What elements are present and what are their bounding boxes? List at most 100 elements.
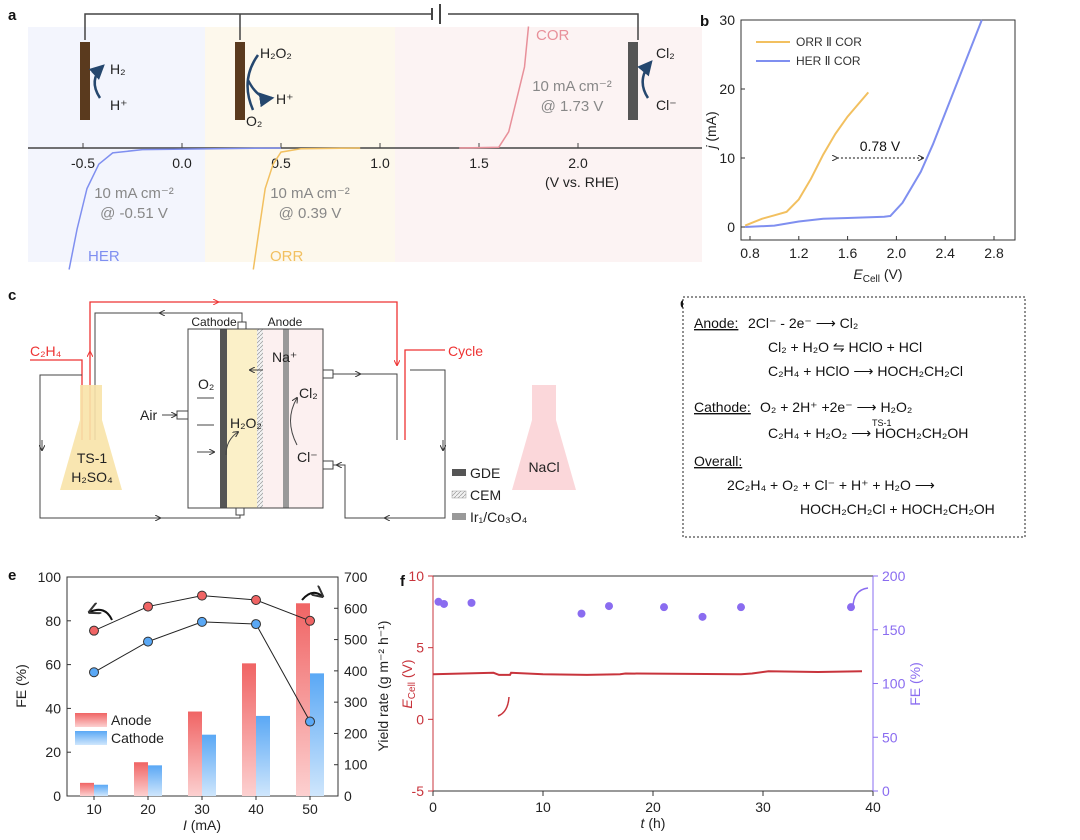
cathode-eq-1: O₂ + 2H⁺ +2e⁻ ⟶ H₂O₂ xyxy=(760,399,912,415)
gde-layer xyxy=(220,329,227,508)
y2-tick-label: 600 xyxy=(344,600,368,616)
y-tick-label: 60 xyxy=(45,657,61,673)
flask-left-electrolyte: H₂SO₄ xyxy=(71,469,113,485)
legend-swatch-cem xyxy=(451,490,467,499)
panel-a-polarization-chart: H₂ H⁺ H₂O₂ H⁺ O₂ Cl₂ Cl⁻ -0.5 0.0 0.5 1.0 1.… xyxy=(28,4,702,270)
fe-point-cathode xyxy=(143,636,153,647)
x-tick-label: 10 xyxy=(535,799,551,815)
y2-tick-label: 200 xyxy=(344,725,368,741)
flask-left-catalyst: TS-1 xyxy=(77,450,108,466)
x-tick-label: 2.0 xyxy=(568,155,588,171)
anode-label: Anode xyxy=(268,315,303,329)
y2-tick-label: 500 xyxy=(344,632,368,648)
y-axis-label: ECell (V) xyxy=(399,659,418,708)
anode-eq-1: 2Cl⁻ - 2e⁻ ⟶ Cl₂ xyxy=(748,315,858,331)
x-axis-label: (V vs. RHE) xyxy=(545,174,619,190)
y2-tick-label: 0 xyxy=(882,783,890,799)
her-electrode xyxy=(80,42,90,120)
y-tick-label: 40 xyxy=(45,700,61,716)
bar-anode xyxy=(296,603,310,796)
orr-proton: H⁺ xyxy=(276,91,294,107)
panel-label-f: f xyxy=(400,573,406,590)
fe-point xyxy=(737,603,745,612)
y-tick-label: 80 xyxy=(45,613,61,629)
y-tick-label: 10 xyxy=(408,568,424,584)
catalyst-label: TS-1 xyxy=(872,418,892,428)
fe-point-anode xyxy=(197,590,207,601)
x-tick-label: 2.0 xyxy=(887,245,907,261)
x-tick-label: -0.5 xyxy=(71,155,95,171)
legend-swatch-anode xyxy=(75,713,107,727)
fe-point-cathode xyxy=(251,619,261,630)
cem-layer xyxy=(257,329,263,508)
orr-reactant: O₂ xyxy=(246,113,262,129)
orr-reaction-arrow xyxy=(246,54,272,110)
orr-annotation-line2: @ 0.39 V xyxy=(279,205,342,222)
air-label: Air xyxy=(140,407,157,423)
x-tick-label: 1.5 xyxy=(469,155,489,171)
cycle-label: Cycle xyxy=(448,343,483,359)
na-label: Na⁺ xyxy=(272,349,297,365)
her-region xyxy=(28,27,205,262)
flask-right-electrolyte: NaCl xyxy=(528,459,559,475)
x-tick-label: 10 xyxy=(86,801,102,817)
anolyte-out-line xyxy=(330,373,398,440)
fe-point xyxy=(605,602,613,611)
y-tick-label: 0 xyxy=(727,219,735,235)
legend-orr-cor: ORR Ⅱ COR xyxy=(796,35,862,49)
cycle-line xyxy=(404,349,445,440)
x-tick-label: 0.8 xyxy=(740,245,760,261)
fe-line-cathode xyxy=(93,621,311,722)
legend-cem: CEM xyxy=(470,487,501,503)
anolyte-in-line xyxy=(330,369,446,519)
panel-e-fe-yield-chart: 10 20 30 40 50020406080100010020030040050060… xyxy=(13,569,391,833)
left-axis-arrow xyxy=(497,696,510,717)
cl-label: Cl⁻ xyxy=(297,449,318,465)
right-axis-arrow xyxy=(301,593,322,601)
curve-cor xyxy=(459,26,530,149)
port xyxy=(322,460,334,470)
fe-point-cathode xyxy=(89,667,99,678)
x-tick-label: 20 xyxy=(645,799,661,815)
y2-tick-label: 100 xyxy=(882,676,906,692)
fe-point-anode xyxy=(305,615,315,626)
x-tick-label: 40 xyxy=(248,801,264,817)
bar-anode xyxy=(80,782,94,796)
equations-box xyxy=(682,296,1026,538)
cor-label: COR xyxy=(536,27,570,44)
panel-c-reactor-schematic: TS-1 H₂SO₄ NaCl Cathode Anode C₂H₄ Cycle… xyxy=(30,302,576,525)
panel-b-cell-voltage-chart: 0.8 1.2 1.6 2.0 2.4 2.8 0 10 20 30 ORR Ⅱ COR HER … xyxy=(703,12,1016,285)
catholyte-chamber xyxy=(227,329,257,508)
x-tick-label: 1.0 xyxy=(370,155,390,171)
bar-anode xyxy=(188,711,202,796)
o2-flow-arrows xyxy=(197,397,214,452)
cor-annotation-line1: 10 mA cm⁻² xyxy=(532,78,612,95)
x-axis-label: ECell (V) xyxy=(853,266,902,285)
fe-point-anode xyxy=(143,601,153,612)
x-tick-label: 30 xyxy=(755,799,771,815)
her-annotation-line1: 10 mA cm⁻² xyxy=(94,185,174,202)
fe-point xyxy=(660,603,668,612)
orr-electrode xyxy=(235,42,245,120)
y2-tick-label: 300 xyxy=(344,694,368,710)
fe-point xyxy=(467,598,476,607)
port xyxy=(237,321,247,330)
x-tick-label: 20 xyxy=(140,801,156,817)
panel-label-e: e xyxy=(8,567,16,584)
cathode-eq-2: C₂H₄ + H₂O₂ ⟶ HOCH₂CH₂OH xyxy=(768,425,968,441)
flask-right xyxy=(512,385,576,490)
x-tick-label: 2.8 xyxy=(984,245,1004,261)
legend-swatch-ir xyxy=(452,513,466,520)
fe-point-anode xyxy=(89,625,99,636)
anode-eq-3: C₂H₄ + HClO ⟶ HOCH₂CH₂Cl xyxy=(768,363,963,379)
cor-electrode xyxy=(628,42,638,120)
cor-annotation-line2: @ 1.73 V xyxy=(541,98,604,115)
x-tick-label: 1.6 xyxy=(838,245,858,261)
curve-her-cor xyxy=(745,19,983,228)
y-tick-label: 20 xyxy=(719,81,735,97)
y-axis-label: j (mA) xyxy=(703,111,719,150)
y-tick-label: 0 xyxy=(53,788,61,804)
fe-point-cathode xyxy=(305,716,315,727)
panel-d-reaction-equations: Anode: 2Cl⁻ - 2e⁻ ⟶ Cl₂ Cl₂ + H₂O ⇋ HClO… xyxy=(682,296,1026,538)
h2o2-arrow xyxy=(225,432,238,456)
